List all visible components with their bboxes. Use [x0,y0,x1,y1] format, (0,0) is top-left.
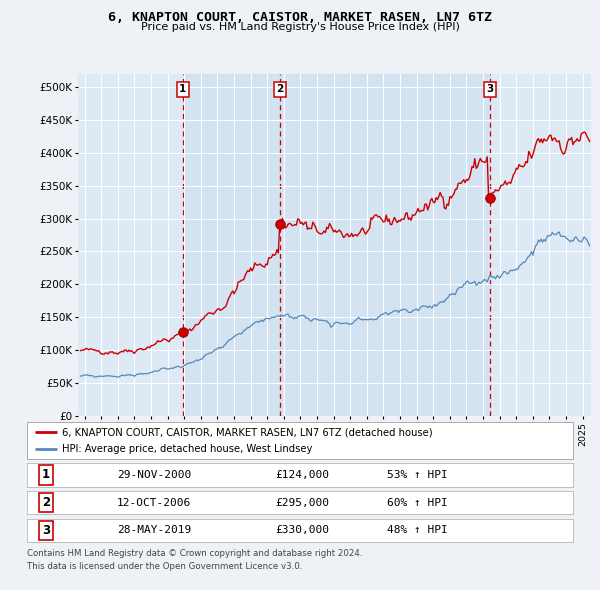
Text: Price paid vs. HM Land Registry's House Price Index (HPI): Price paid vs. HM Land Registry's House … [140,22,460,32]
Text: 3: 3 [486,84,494,94]
Text: HPI: Average price, detached house, West Lindsey: HPI: Average price, detached house, West… [62,444,313,454]
Text: 6, KNAPTON COURT, CAISTOR, MARKET RASEN, LN7 6TZ: 6, KNAPTON COURT, CAISTOR, MARKET RASEN,… [108,11,492,24]
Text: 1: 1 [179,84,187,94]
Text: 1: 1 [42,468,50,481]
Text: 2: 2 [277,84,284,94]
Text: 6, KNAPTON COURT, CAISTOR, MARKET RASEN, LN7 6TZ (detached house): 6, KNAPTON COURT, CAISTOR, MARKET RASEN,… [62,427,433,437]
Text: 53% ↑ HPI: 53% ↑ HPI [388,470,448,480]
Text: 60% ↑ HPI: 60% ↑ HPI [388,498,448,507]
Bar [183,74,280,416]
Bar [280,74,490,416]
Text: 48% ↑ HPI: 48% ↑ HPI [388,526,448,535]
Text: 12-OCT-2006: 12-OCT-2006 [117,498,191,507]
Text: 2: 2 [42,496,50,509]
Text: £295,000: £295,000 [275,498,329,507]
Text: 29-NOV-2000: 29-NOV-2000 [117,470,191,480]
Text: Contains HM Land Registry data © Crown copyright and database right 2024.: Contains HM Land Registry data © Crown c… [27,549,362,558]
Text: 3: 3 [42,524,50,537]
Text: This data is licensed under the Open Government Licence v3.0.: This data is licensed under the Open Gov… [27,562,302,571]
Text: £330,000: £330,000 [275,526,329,535]
Text: 28-MAY-2019: 28-MAY-2019 [117,526,191,535]
Text: £124,000: £124,000 [275,470,329,480]
